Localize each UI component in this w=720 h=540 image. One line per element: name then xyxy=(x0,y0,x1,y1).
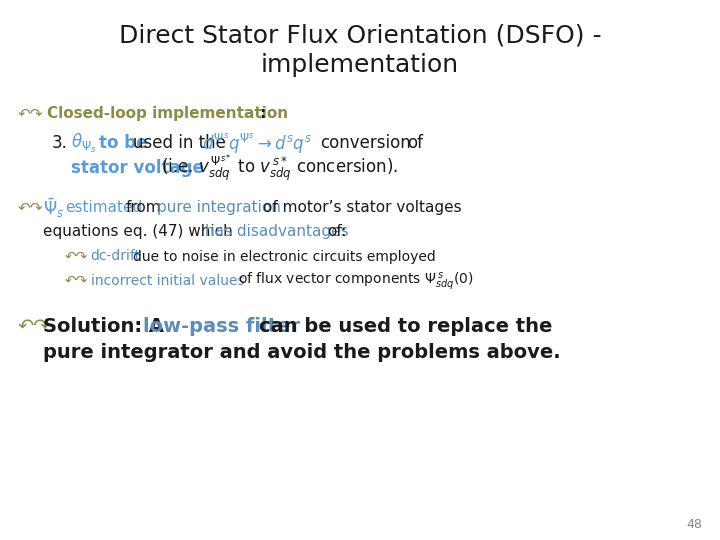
Text: (i.e. $v_{sdq}^{\,\Psi^{s*}}$ to $v_{sdq}^{\,s*}$ concersion).: (i.e. $v_{sdq}^{\,\Psi^{s*}}$ to $v_{sdq… xyxy=(161,153,397,184)
Text: estimated: estimated xyxy=(65,200,142,215)
Text: equations eq. (47) which: equations eq. (47) which xyxy=(43,224,233,239)
Text: ↶↷: ↶↷ xyxy=(18,317,50,336)
Text: Direct Stator Flux Orientation (DSFO) -: Direct Stator Flux Orientation (DSFO) - xyxy=(119,23,601,47)
Text: dc-drift: dc-drift xyxy=(91,249,141,264)
Text: from: from xyxy=(126,200,161,215)
Text: of: of xyxy=(407,134,423,152)
Text: of flux vector components $\Psi_{sdq}^{\,s}(0)$: of flux vector components $\Psi_{sdq}^{\… xyxy=(238,270,473,292)
Text: $\bar{\Psi}_s$: $\bar{\Psi}_s$ xyxy=(43,196,64,220)
Text: has disadvantages: has disadvantages xyxy=(205,224,348,239)
Text: pure integration: pure integration xyxy=(157,200,281,215)
Text: ↶↷: ↶↷ xyxy=(65,274,88,288)
Text: 3.: 3. xyxy=(52,134,68,152)
Text: implementation: implementation xyxy=(261,53,459,77)
Text: incorrect initial values: incorrect initial values xyxy=(91,274,244,288)
Text: ↶↷: ↶↷ xyxy=(18,200,43,215)
Text: ↶↷: ↶↷ xyxy=(18,106,43,121)
Text: can be used to replace the: can be used to replace the xyxy=(259,317,552,336)
Text: $d^{\Psi^s}q^{\Psi^s} \rightarrow d^sq^s$: $d^{\Psi^s}q^{\Psi^s} \rightarrow d^sq^s… xyxy=(202,131,312,156)
Text: to be: to be xyxy=(99,134,148,152)
Text: used in the: used in the xyxy=(133,134,226,152)
Text: conversion: conversion xyxy=(320,134,411,152)
Text: :: : xyxy=(259,106,266,121)
Text: 48: 48 xyxy=(686,518,702,531)
Text: ↶↷: ↶↷ xyxy=(65,249,88,264)
Text: Closed-loop implementation: Closed-loop implementation xyxy=(47,106,288,121)
Text: due to noise in electronic circuits employed: due to noise in electronic circuits empl… xyxy=(133,249,436,264)
Text: Solution: A: Solution: A xyxy=(43,317,164,336)
Text: stator voltage: stator voltage xyxy=(71,159,204,178)
Text: $\theta_{\Psi_s}$: $\theta_{\Psi_s}$ xyxy=(71,132,96,154)
Text: pure integrator and avoid the problems above.: pure integrator and avoid the problems a… xyxy=(43,342,561,362)
Text: of motor’s stator voltages: of motor’s stator voltages xyxy=(263,200,462,215)
Text: of:: of: xyxy=(328,224,347,239)
Text: low-pass filter: low-pass filter xyxy=(143,317,300,336)
